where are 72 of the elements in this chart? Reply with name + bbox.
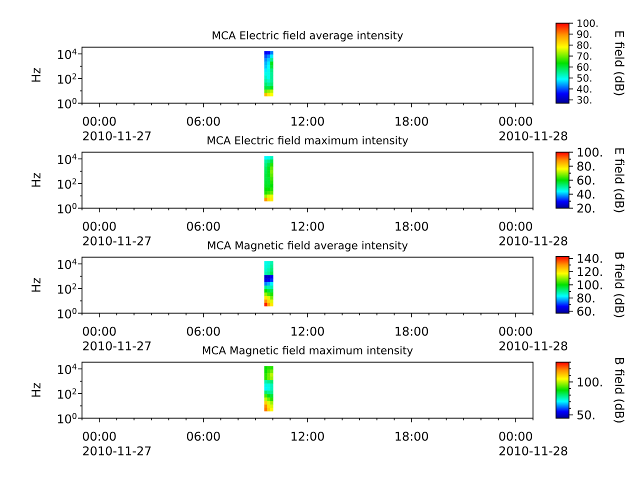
text: 2010-11-27 [83,131,151,140]
color-bar-label: 80. [577,162,594,171]
color-bar-label: 100. [578,377,602,386]
text: 2010-11-28 [499,446,568,456]
x-tick-label: 00:00 [499,222,532,231]
color-bar-label: 60. [577,306,594,316]
y-tick-label: 10$^{0}$ [58,412,76,424]
x-tick-label: 00:00 [499,116,532,126]
color-bar-label: 80. [577,293,594,303]
x-tick-label: 00:00 [82,326,116,336]
x-tick-label: 18:00 [396,326,428,336]
x-tick-label: 00:00 [82,222,116,231]
y-tick-label: 10$^{4}$ [58,154,77,164]
x-tick-label: 12:00 [292,432,324,441]
y-tick-label: 10$^{4}$ [58,258,77,270]
x-tick-label: 18:00 [396,116,428,126]
color-bar-title: B field (dB) [614,252,624,318]
color-bar-title: E field (dB) [614,148,624,212]
y-tick-label: 10$^{2}$ [58,283,76,294]
y-tick-label: 10$^{2}$ [58,178,76,189]
x-tick-label: 06:00 [186,326,220,336]
x-tick-label: 12:00 [292,116,324,126]
text: 2010-11-28 [499,341,568,350]
color-bar-title: B field (dB) [614,358,624,423]
x-tick-label: 18:00 [396,222,428,231]
y-tick-label: 10$^{4}$ [58,48,77,60]
text: 2010-11-27 [83,446,151,456]
color-bar-label: 30. [577,96,592,104]
y-tick-label: 10$^{0}$ [58,308,76,318]
chart-title: MCA Magnetic field average intensity [208,241,408,252]
chart-title: MCA Electric field maximum intensity [208,136,408,146]
x-tick-label: 00:00 [82,116,116,126]
text: 2010-11-27 [83,236,151,246]
chart-title: MCA Magnetic field maximum intensity [202,346,413,356]
color-bar-label: 100. [578,148,602,157]
x-tick-label: 12:00 [292,326,324,336]
color-bar-label: 60. [577,176,594,185]
y-axis-title: Hz [32,173,40,187]
x-tick-label: 06:00 [186,222,220,231]
color-bar-title: E field (dB) [614,31,624,96]
color-bar-label: 40. [577,85,592,93]
x-tick-label: 12:00 [292,222,324,231]
y-tick-label: 10$^{0}$ [58,98,76,108]
color-bar-label: 100. [578,19,598,27]
color-bar-label: 50. [577,74,592,82]
x-tick-label: 00:00 [499,326,532,336]
color-bar-label: 100. [578,280,602,290]
y-tick-label: 10$^{0}$ [58,202,76,214]
y-tick-label: 10$^{4}$ [58,364,77,374]
y-axis-title: Hz [32,383,40,397]
y-tick-label: 10$^{2}$ [58,73,76,84]
color-bar-label: 50. [577,410,594,420]
y-axis-title: Hz [32,68,40,82]
text: 2010-11-28 [499,131,568,140]
color-bar-label: 80. [577,41,592,49]
color-bar-label: 70. [577,52,592,60]
color-bar-label: 120. [578,267,602,276]
y-tick-label: 10$^{2}$ [58,388,76,399]
color-bar-label: 40. [577,190,594,199]
color-bar-label: 140. [578,254,602,263]
x-tick-label: 00:00 [82,432,116,441]
text: 2010-11-28 [499,236,568,246]
x-tick-label: 06:00 [186,116,220,126]
color-bar-label: 90. [577,30,592,38]
x-tick-label: 18:00 [396,432,428,441]
color-bar-label: 60. [577,63,592,71]
y-axis-title: Hz [32,278,40,292]
chart-title: MCA Electric field average intensity [212,31,403,42]
x-tick-label: 00:00 [499,432,532,441]
text: 2010-11-27 [83,341,151,350]
x-tick-label: 06:00 [186,432,220,441]
color-bar-label: 20. [577,204,594,213]
